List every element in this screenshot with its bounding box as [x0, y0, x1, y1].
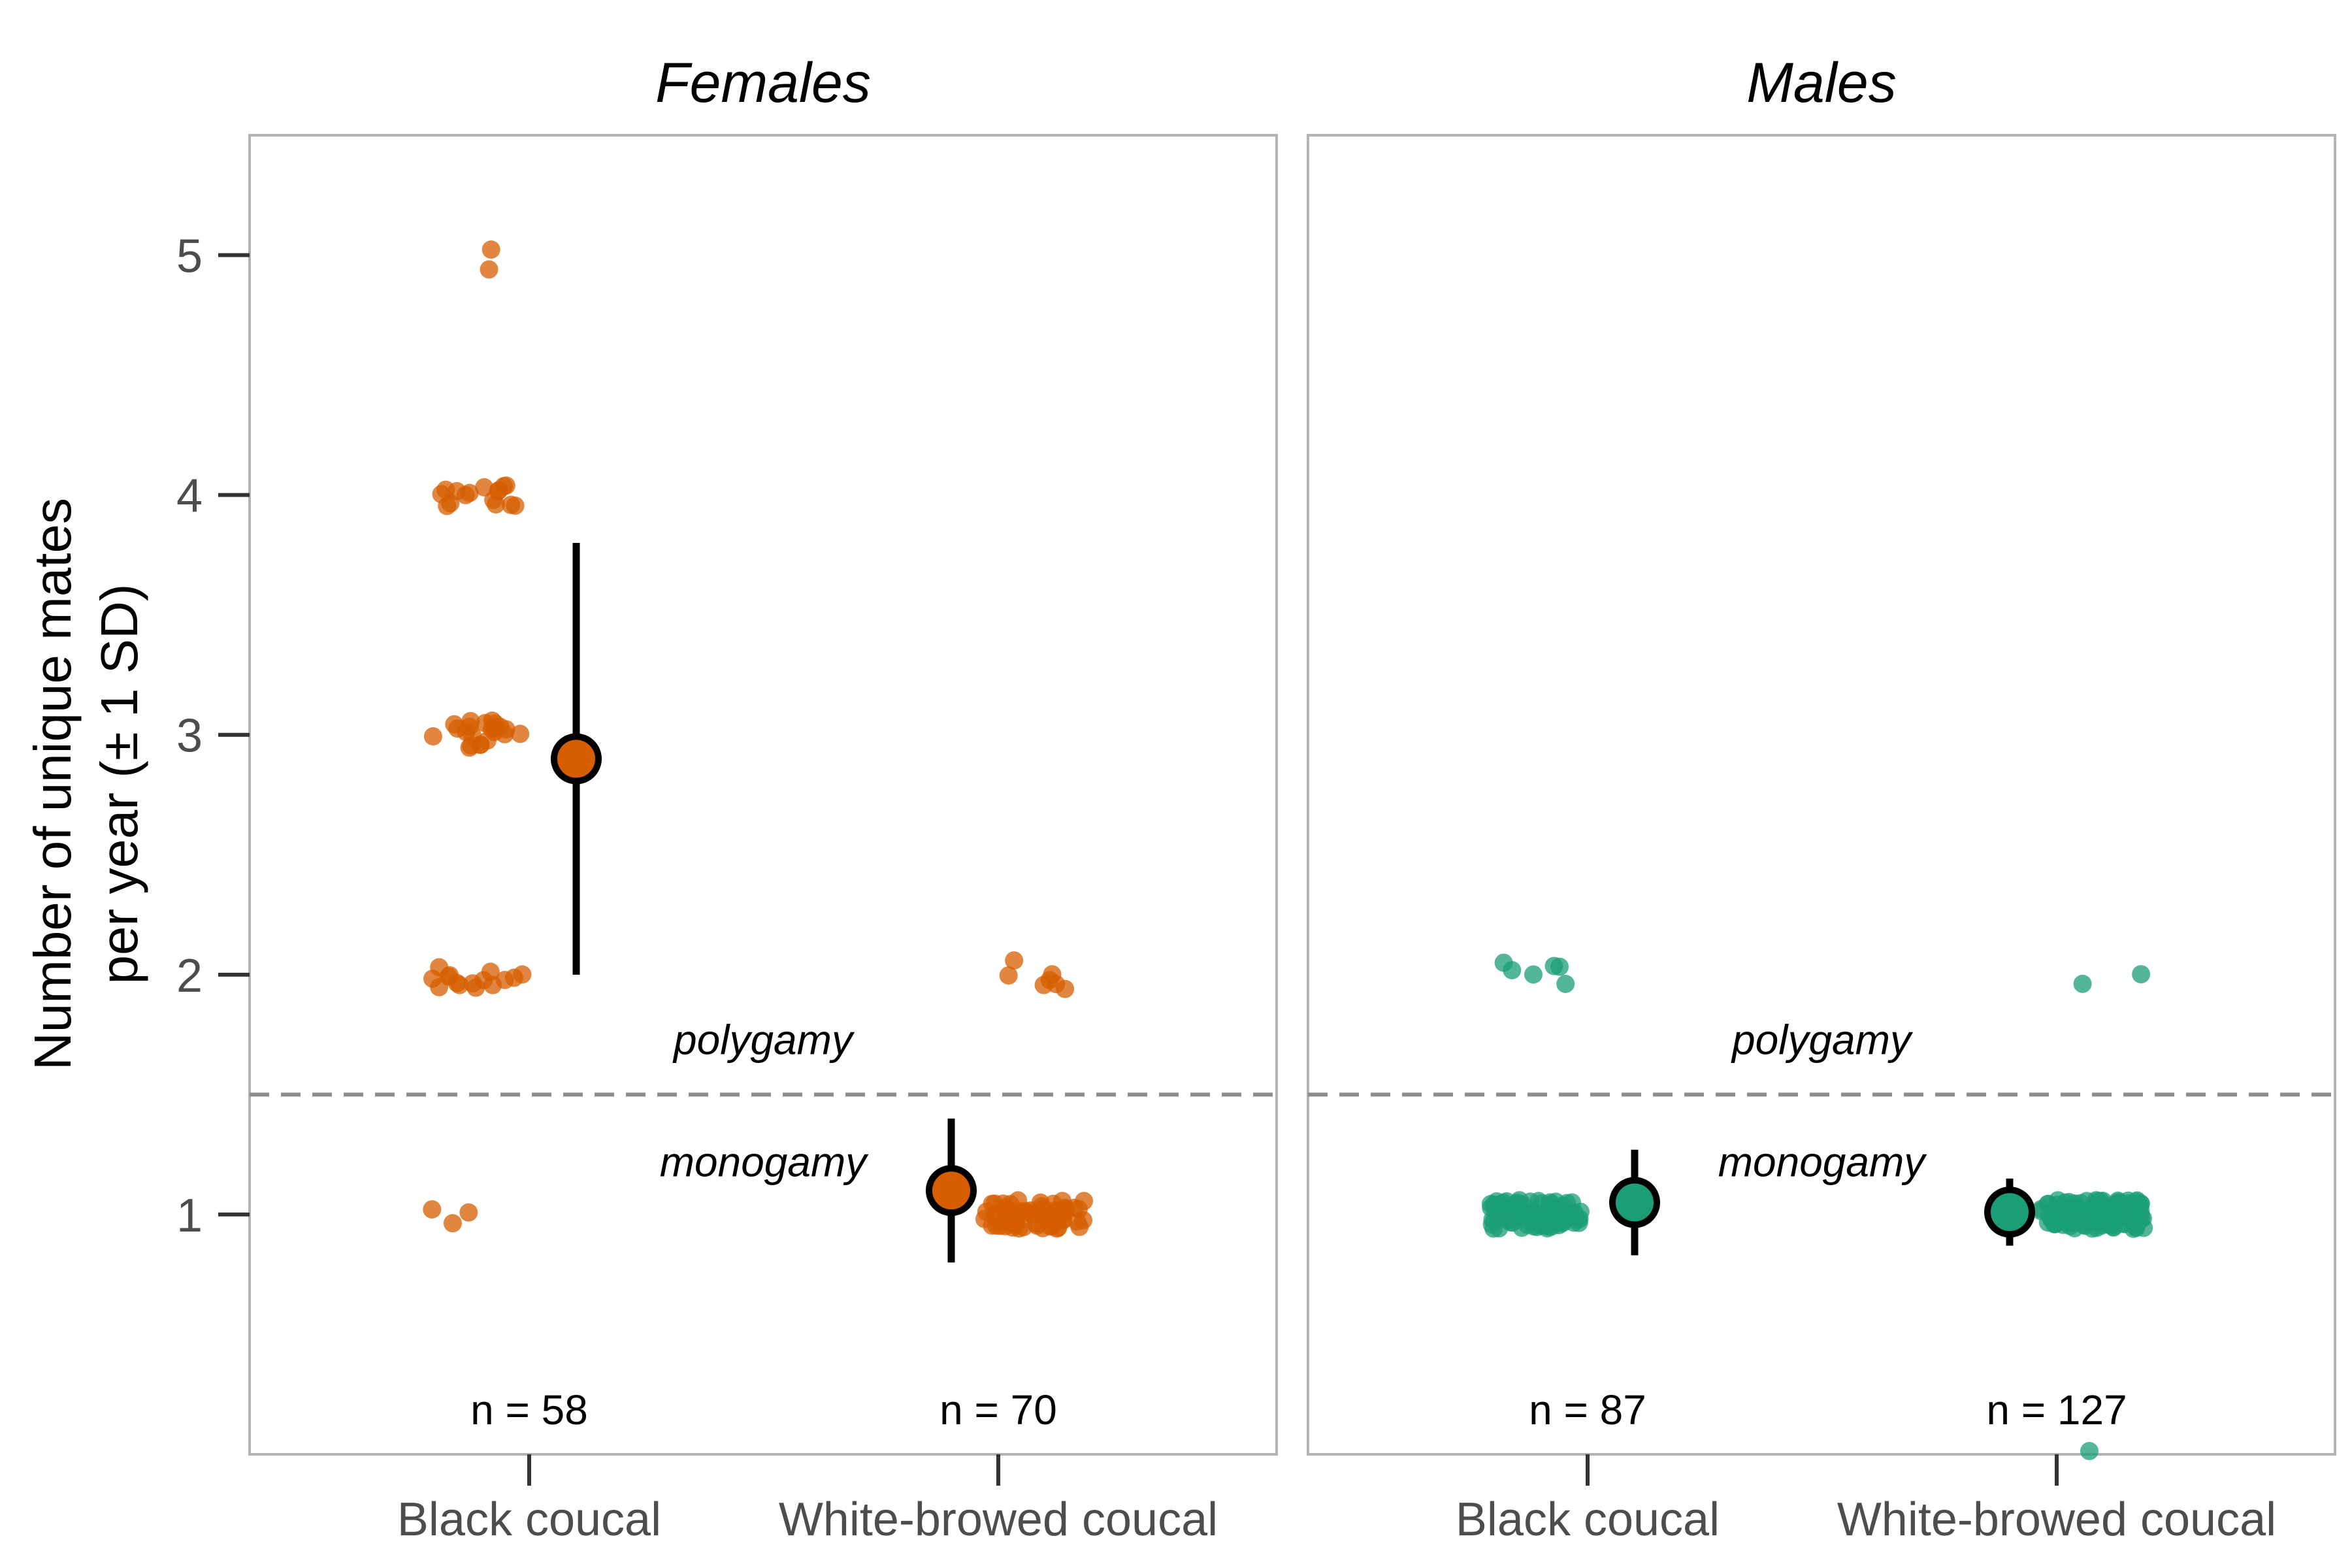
- data-point-females-white-browed: [1028, 1217, 1046, 1235]
- y-axis-label-line2: per year (± 1 SD): [90, 584, 148, 985]
- panels-layer: Females polygamy monogamy 1 2 3 4 5 Black coucal…: [176, 52, 2335, 1546]
- monogamy-label-males: monogamy: [1718, 1138, 1928, 1185]
- x-tick-label-females-black: Black coucal: [397, 1494, 661, 1546]
- panel-frame-females: [250, 135, 1277, 1454]
- data-point-males-white-browed: [2130, 1198, 2148, 1216]
- data-point-males-white-browed: [2132, 965, 2150, 983]
- data-point-females-black: [497, 476, 515, 495]
- data-point-males-black: [1509, 1205, 1527, 1223]
- data-point-males-white-browed: [2040, 1195, 2058, 1213]
- data-point-males-white-browed: [2074, 975, 2092, 993]
- polygamy-label-males: polygamy: [1731, 1016, 1914, 1063]
- mean-marker-males-black: [1612, 1181, 1657, 1225]
- data-point-females-black: [463, 726, 482, 744]
- mean-marker-females-black: [554, 736, 598, 781]
- data-point-males-white-browed: [2087, 1218, 2106, 1237]
- n-label-females-black: n = 58: [470, 1386, 588, 1433]
- panel-title-males: Males: [1746, 52, 1896, 114]
- data-point-females-white-browed: [1043, 965, 1062, 983]
- data-point-males-black: [1556, 975, 1575, 993]
- data-point-females-black: [513, 966, 531, 984]
- data-point-females-black: [459, 1203, 478, 1222]
- data-point-females-black: [424, 727, 442, 745]
- data-point-females-black: [423, 1200, 441, 1218]
- mean-marker-females-white-browed: [929, 1168, 973, 1213]
- data-point-males-black: [1550, 958, 1569, 976]
- data-point-females-black: [482, 240, 500, 259]
- data-point-females-white-browed: [1054, 1211, 1072, 1230]
- data-point-females-white-browed: [1000, 966, 1018, 985]
- data-point-females-white-browed: [994, 1194, 1012, 1213]
- panel-frame-males: [1308, 135, 2335, 1454]
- x-tick-label-males-black: Black coucal: [1456, 1494, 1720, 1546]
- data-point-females-white-browed: [1032, 1194, 1050, 1212]
- panel-title-females: Females: [655, 52, 871, 114]
- data-point-males-black: [1503, 961, 1521, 979]
- x-tick-label-females-white-browed: White-browed coucal: [779, 1494, 1218, 1546]
- y-tick-label-3: 3: [176, 710, 203, 762]
- data-point-females-black: [457, 486, 475, 504]
- data-point-males-black: [1494, 1207, 1512, 1225]
- data-point-males-white-browed: [2056, 1194, 2074, 1212]
- y-tick-label-5: 5: [176, 231, 203, 283]
- data-point-females-black: [436, 481, 455, 499]
- data-point-females-black: [480, 260, 498, 278]
- data-point-females-white-browed: [1007, 1216, 1025, 1234]
- y-tick-label-2: 2: [176, 950, 203, 1002]
- n-label-females-white-browed: n = 70: [939, 1386, 1057, 1433]
- y-tick-label-1: 1: [176, 1190, 203, 1242]
- data-point-females-white-browed: [975, 1210, 994, 1228]
- data-point-males-black: [1532, 1217, 1550, 1235]
- data-point-females-black: [444, 1214, 462, 1232]
- polygamy-label-females: polygamy: [672, 1016, 855, 1063]
- data-point-females-black: [430, 978, 448, 996]
- data-point-females-black: [450, 976, 468, 994]
- data-point-males-black: [1554, 1205, 1573, 1223]
- data-point-males-white-browed: [2080, 1442, 2099, 1460]
- data-point-females-black: [506, 497, 525, 515]
- n-label-males-white-browed: n = 127: [1986, 1386, 2127, 1433]
- data-point-females-black: [483, 720, 501, 738]
- y-axis-label-line1: Number of unique mates: [24, 498, 82, 1070]
- x-tick-label-males-white-browed: White-browed coucal: [1837, 1494, 2276, 1546]
- data-point-males-black: [1529, 1192, 1548, 1210]
- data-point-females-white-browed: [1056, 980, 1074, 998]
- y-tick-label-4: 4: [176, 470, 203, 523]
- monogamy-label-females: monogamy: [660, 1138, 870, 1185]
- data-point-males-white-browed: [2108, 1208, 2127, 1226]
- mean-marker-males-white-browed: [1987, 1190, 2032, 1234]
- data-point-females-white-browed: [1075, 1192, 1093, 1210]
- data-point-males-black: [1524, 966, 1543, 984]
- n-label-males-black: n = 87: [1529, 1386, 1646, 1433]
- data-point-females-black: [430, 958, 448, 977]
